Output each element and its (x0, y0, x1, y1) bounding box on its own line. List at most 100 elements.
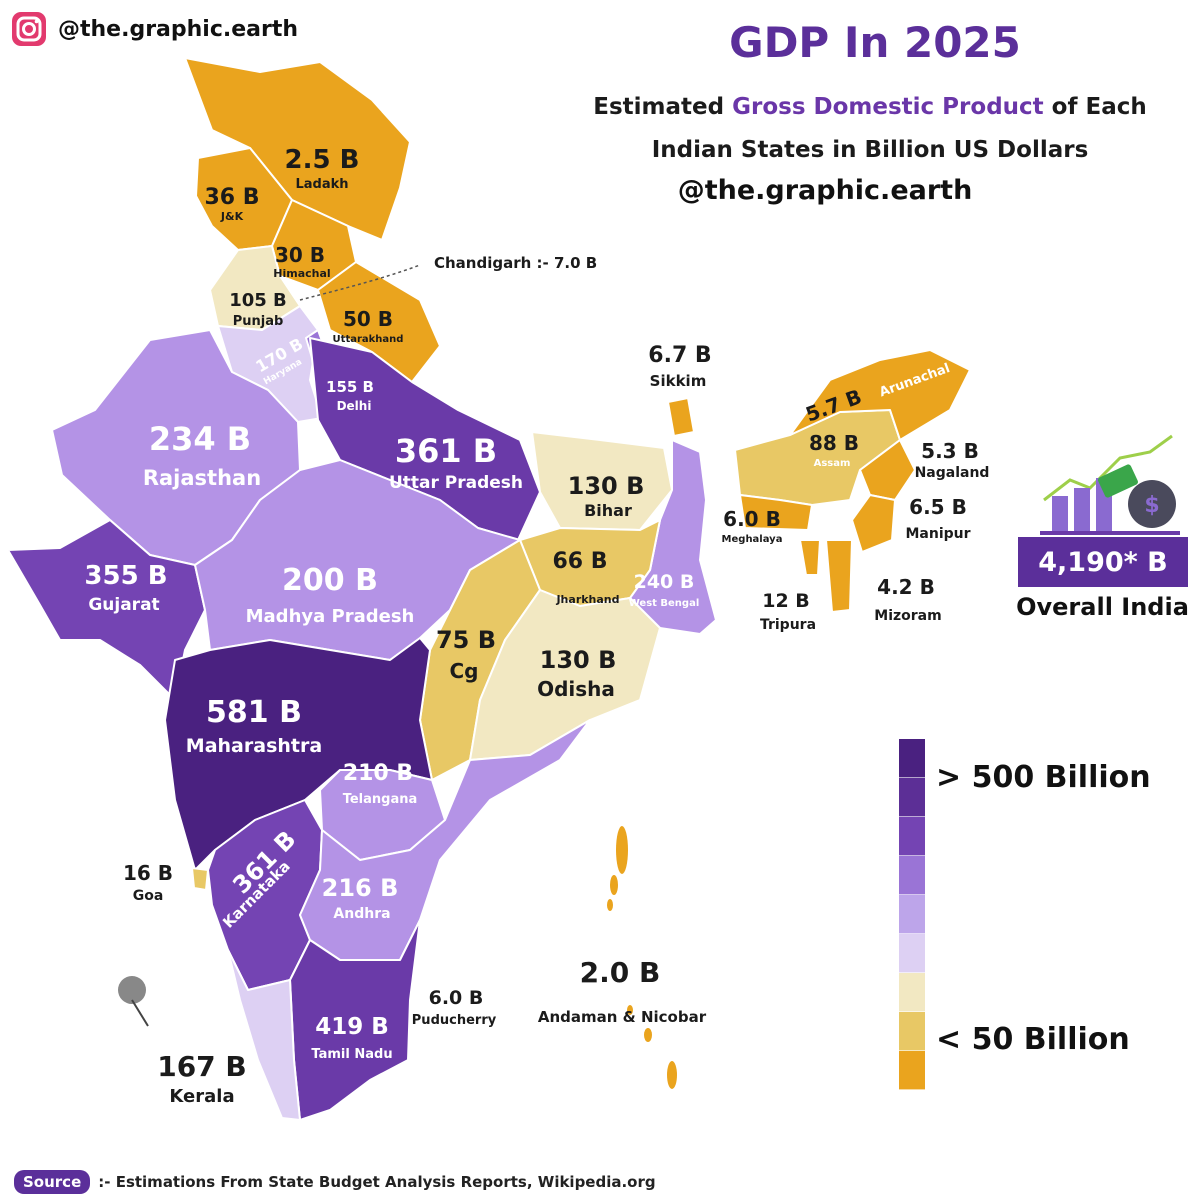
state-andhra (299, 719, 591, 961)
label-name: Rajasthan (143, 466, 261, 490)
label-name: Tripura (760, 617, 816, 633)
subtitle-highlight: Gross Domestic Product (732, 94, 1044, 120)
label-name: J&K (220, 210, 244, 223)
label-value: 419 B (315, 1014, 389, 1040)
label-value: 12 B (762, 590, 810, 612)
label-name: Andhra (333, 906, 390, 922)
handle-text: @the.graphic.earth (58, 16, 299, 42)
label-value: 200 B (282, 563, 378, 598)
total-label: Overall India (1016, 593, 1189, 621)
state-sikkim (667, 397, 695, 437)
subtitle-post: of Each (1043, 94, 1147, 120)
state-kerala (227, 949, 301, 1121)
money-growth-icon: $ (1040, 434, 1180, 535)
label-name: Jharkhand (555, 593, 619, 606)
source-text: :- Estimations From State Budget Analysi… (98, 1173, 656, 1191)
label-value: 6.0 B (723, 507, 781, 531)
label-value: 6.0 B (429, 987, 484, 1009)
label-value: 6.5 B (909, 495, 967, 519)
label-value: 66 B (552, 549, 607, 574)
label-value: 167 B (157, 1050, 247, 1083)
legend-swatch (899, 1051, 925, 1090)
label-value: 6.7 B (648, 343, 711, 368)
label-name: Puducherry (412, 1013, 497, 1028)
legend-high-label: > 500 Billion (936, 760, 1151, 795)
legend-swatch (899, 739, 925, 778)
state-manipur (851, 494, 896, 553)
label-name: Kerala (169, 1086, 234, 1107)
label-name: Meghalaya (722, 534, 783, 545)
chandigarh-pointer (299, 264, 421, 301)
label-value: 130 B (568, 472, 645, 500)
chandigarh-label: Chandigarh :- 7.0 B (434, 254, 597, 272)
state-arunachal (789, 349, 971, 441)
legend-swatch (899, 973, 925, 1012)
state-goa (191, 867, 209, 891)
label-name: Andaman & Nicobar (538, 1008, 707, 1026)
label-value: 240 B (634, 571, 695, 593)
label-name: Punjab (233, 314, 284, 329)
label-name: Himachal (273, 267, 330, 280)
label-name: Telangana (343, 792, 418, 807)
legend-swatch (899, 934, 925, 973)
subtitle-handle: @the.graphic.earth (677, 175, 973, 206)
label-name: West Bengal (629, 598, 700, 609)
label-value: 155 B (326, 378, 374, 396)
label-name: Ladakh (295, 177, 348, 192)
label-value: 216 B (322, 874, 399, 902)
label-value: 234 B (149, 420, 251, 458)
label-name: Delhi (337, 399, 372, 413)
label-value: 361 B (395, 432, 497, 470)
instagram-icon (12, 12, 46, 46)
label-name: Manipur (905, 526, 970, 542)
label-value: 130 B (540, 646, 617, 674)
total-value-badge: 4,190* B (1018, 537, 1188, 587)
legend-color-scale (899, 739, 925, 1090)
label-name: Tamil Nadu (311, 1047, 392, 1062)
label-name: Mizoram (874, 608, 941, 624)
state-wb (629, 439, 717, 635)
state-tripura (799, 539, 821, 576)
source-badge: Source (14, 1170, 91, 1194)
state-meghalaya (739, 494, 813, 531)
label-name: Cg (450, 659, 479, 683)
andaman-nicobar-islands (607, 826, 677, 1089)
label-value: 4.2 B (877, 575, 935, 599)
legend-swatch (899, 817, 925, 856)
label-value: 2.5 B (285, 145, 360, 175)
legend-swatch (899, 1012, 925, 1051)
label-name: Goa (133, 888, 164, 904)
label-name: Nagaland (915, 465, 990, 481)
state-gujarat (7, 519, 206, 701)
label-name: Uttar Pradesh (389, 473, 523, 493)
state-nagaland (859, 439, 916, 501)
label-value: 581 B (206, 695, 302, 730)
state-mizoram (825, 539, 853, 613)
label-value: 2.0 B (580, 956, 661, 989)
legend-swatch (899, 895, 925, 934)
subtitle-pre: Estimated (593, 94, 733, 120)
label-value: 30 B (275, 243, 325, 267)
instagram-handle: @the.graphic.earth (10, 10, 298, 48)
subtitle-line2: Indian States in Billion US Dollars (651, 137, 1089, 163)
legend-low-label: < 50 Billion (936, 1022, 1130, 1057)
label-value: 355 B (84, 561, 167, 591)
label-name: Bihar (584, 501, 632, 520)
label-name: Maharashtra (186, 735, 322, 757)
lakshadweep-pin-icon (118, 976, 149, 1027)
page-title: GDP In 2025 (729, 18, 1021, 67)
label-value: 16 B (123, 861, 173, 885)
label-name: Gujarat (88, 595, 159, 615)
label-name: Madhya Pradesh (246, 606, 415, 627)
label-name: Uttarakhand (333, 334, 404, 345)
label-value: 105 B (229, 290, 287, 311)
label-value: 210 B (343, 761, 413, 786)
state-ladakh (184, 57, 411, 241)
state-uttarakhand (317, 261, 441, 383)
label-name: Assam (814, 458, 851, 469)
state-bihar (531, 431, 673, 531)
legend-swatch (899, 856, 925, 895)
label-value: 5.3 B (921, 439, 979, 463)
label-value: 75 B (436, 626, 496, 654)
